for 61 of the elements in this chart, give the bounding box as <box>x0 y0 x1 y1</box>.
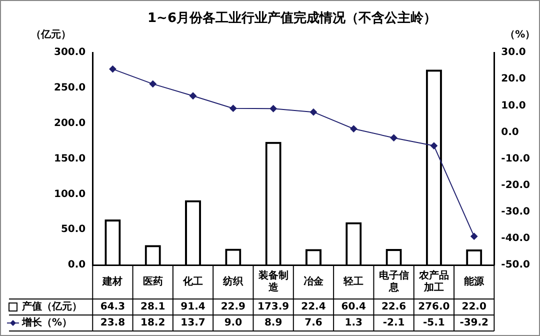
data-label: 23.8 <box>100 318 126 329</box>
x-tick-label: 装备制造 <box>257 270 288 294</box>
data-label: 28.1 <box>140 302 166 313</box>
data-label: 22.0 <box>462 302 486 313</box>
point <box>270 105 277 112</box>
y2-tick-label: -10.0 <box>501 153 530 164</box>
data-label: 18.2 <box>140 318 166 329</box>
x-tick-label: 电子信息 <box>378 270 409 294</box>
data-label: 7.6 <box>304 318 322 329</box>
data-label: 22.6 <box>381 302 406 313</box>
point <box>149 80 156 88</box>
data-label: 60.4 <box>341 302 366 313</box>
point <box>230 104 237 112</box>
x-tick-label: 医药 <box>142 276 163 288</box>
data-label: 13.7 <box>180 318 206 329</box>
point <box>350 125 358 132</box>
point <box>109 66 116 73</box>
y-tick-label: 0.0 <box>68 260 86 271</box>
data-label: 276.0 <box>418 302 450 313</box>
y-tick-label: 100.0 <box>54 188 86 200</box>
point <box>190 92 197 100</box>
x-tick-label: 纺织 <box>222 276 244 288</box>
data-label: 173.9 <box>258 302 290 313</box>
y2-tick-label: 20.0 <box>501 74 526 85</box>
y2-tick-label: -20.0 <box>501 180 530 191</box>
y-tick-label: 200.0 <box>54 118 86 129</box>
legend-label: 产值（亿元） <box>21 300 82 313</box>
data-label: 22.9 <box>220 302 246 313</box>
x-tick-label: 轻工 <box>342 276 364 288</box>
x-tick-label: 冶金 <box>303 276 324 288</box>
data-label: 22.4 <box>301 302 326 313</box>
y2-tick-label: -50.0 <box>501 260 530 271</box>
y-tick-label: 150.0 <box>54 153 86 164</box>
y-axis-title: （亿元） <box>31 28 71 41</box>
y2-tick-label: 0.0 <box>501 126 519 138</box>
x-tick-label: 化工 <box>182 276 204 288</box>
data-label: 9.0 <box>224 318 242 329</box>
data-label: -2.1 <box>382 318 405 329</box>
data-label: 1.3 <box>344 318 363 329</box>
y-tick-label: 250.0 <box>54 82 86 94</box>
x-tick-label: 能源 <box>464 276 486 288</box>
y2-tick-label: 10.0 <box>501 100 526 112</box>
point <box>470 232 478 240</box>
point <box>310 108 317 116</box>
y2-tick-label: -40.0 <box>501 233 530 244</box>
y2-tick-label: 30.0 <box>501 47 526 58</box>
data-label: -39.2 <box>460 318 489 329</box>
chart-title: 1~6月份各工业行业产值完成情况（不含公主岭） <box>148 10 436 26</box>
data-label: 8.9 <box>264 318 282 329</box>
x-tick-label: 农产品加工 <box>418 270 449 294</box>
y2-axis-title: （%） <box>505 30 536 41</box>
point <box>390 134 398 142</box>
y2-tick-label: -30.0 <box>501 206 530 218</box>
y-tick-label: 50.0 <box>60 224 86 236</box>
data-label: 91.4 <box>180 302 206 313</box>
y-tick-label: 300.0 <box>54 47 86 58</box>
legend-label: 增长（%） <box>21 316 72 329</box>
point <box>430 142 438 150</box>
data-label: 64.3 <box>100 302 126 313</box>
x-tick-label: 建材 <box>102 276 123 288</box>
data-label: -5.1 <box>423 318 445 329</box>
